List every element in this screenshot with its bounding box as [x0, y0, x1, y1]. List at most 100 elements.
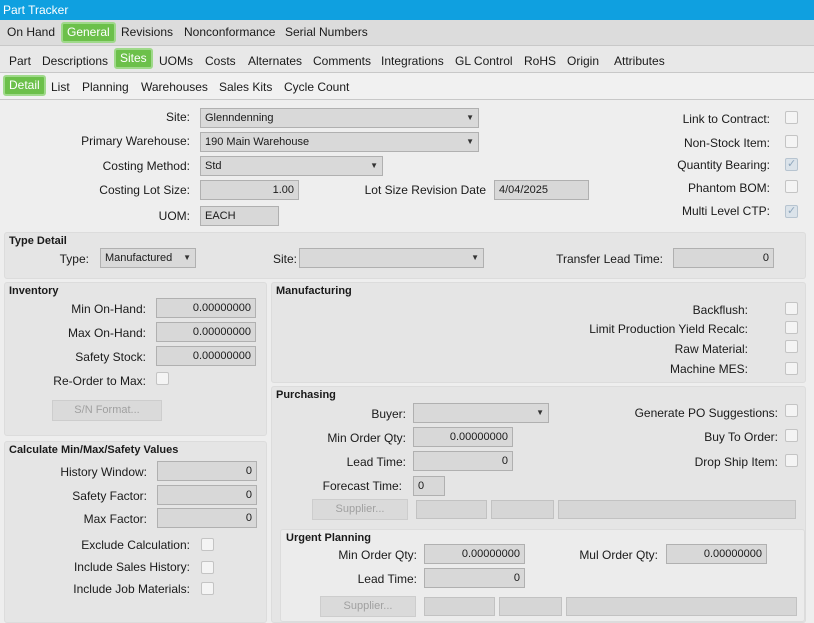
costing-lot-size-input[interactable]: 1.00 [200, 180, 299, 200]
include-sales-history-checkbox[interactable] [201, 561, 214, 574]
tab-serial-numbers[interactable]: Serial Numbers [285, 25, 368, 39]
backflush-label: Backflush: [692, 303, 748, 317]
generate-po-suggestions-label: Generate PO Suggestions: [634, 406, 778, 420]
urgent-supplier-cell-id [424, 597, 495, 616]
non-stock-item-checkbox[interactable] [785, 135, 798, 148]
re-order-to-max-checkbox[interactable] [156, 372, 169, 385]
tab-row-secondary: Part Descriptions Sites UOMs Costs Alter… [0, 46, 814, 73]
multi-level-ctp-label: Multi Level CTP: [681, 204, 770, 218]
type-dropdown[interactable]: Manufactured ▼ [100, 248, 196, 268]
tab-list[interactable]: List [51, 80, 70, 94]
link-to-contract-checkbox[interactable] [785, 111, 798, 124]
site-value: Glenndenning [205, 112, 274, 124]
tab-sales-kits[interactable]: Sales Kits [219, 80, 273, 94]
raw-material-checkbox[interactable] [785, 340, 798, 353]
tab-costs[interactable]: Costs [205, 54, 236, 68]
urgent-lead-time-label: Lead Time: [357, 572, 417, 586]
machine-mes-label: Machine MES: [669, 362, 748, 376]
exclude-calculation-checkbox[interactable] [201, 538, 214, 551]
drop-ship-item-label: Drop Ship Item: [694, 455, 778, 469]
tab-origin[interactable]: Origin [567, 54, 600, 68]
tab-detail[interactable]: Detail [3, 75, 46, 96]
tab-revisions[interactable]: Revisions [121, 25, 174, 39]
min-order-qty-input[interactable]: 0.00000000 [413, 427, 513, 447]
tab-cycle-count[interactable]: Cycle Count [284, 80, 350, 94]
tab-attributes[interactable]: Attributes [614, 54, 665, 68]
urgent-min-order-qty-input[interactable]: 0.00000000 [424, 544, 525, 564]
purchasing-title: Purchasing [276, 389, 336, 401]
tab-general[interactable]: General [61, 22, 116, 43]
backflush-checkbox[interactable] [785, 302, 798, 315]
tab-descriptions[interactable]: Descriptions [42, 54, 109, 68]
costing-method-label: Costing Method: [102, 159, 190, 173]
chevron-down-icon: ▼ [466, 113, 474, 122]
tab-planning[interactable]: Planning [82, 80, 129, 94]
machine-mes-checkbox[interactable] [785, 362, 798, 375]
history-window-input[interactable]: 0 [157, 461, 257, 481]
chevron-down-icon: ▼ [183, 253, 191, 262]
urgent-supplier-cell-description [566, 597, 797, 616]
multi-level-ctp-checkbox[interactable] [785, 204, 798, 218]
site-dropdown[interactable]: Glenndenning ▼ [200, 108, 479, 128]
uom-input[interactable]: EACH [200, 206, 279, 226]
buy-to-order-checkbox[interactable] [785, 429, 798, 442]
tab-uoms[interactable]: UOMs [159, 54, 193, 68]
tab-sites[interactable]: Sites [114, 48, 153, 69]
sn-format-button[interactable]: S/N Format... [52, 400, 162, 421]
exclude-calculation-label: Exclude Calculation: [81, 538, 190, 552]
drop-ship-item-checkbox[interactable] [785, 454, 798, 467]
quantity-bearing-label: Quantity Bearing: [677, 158, 770, 172]
min-on-hand-label: Min On-Hand: [71, 302, 146, 316]
supplier-button[interactable]: Supplier... [312, 499, 408, 520]
tab-on-hand[interactable]: On Hand [7, 25, 56, 39]
mul-order-qty-input[interactable]: 0.00000000 [666, 544, 767, 564]
chevron-down-icon: ▼ [370, 161, 378, 170]
tab-comments[interactable]: Comments [313, 54, 372, 68]
lead-time-input[interactable]: 0 [413, 451, 513, 471]
generate-po-suggestions-checkbox[interactable] [785, 404, 798, 417]
supplier-cell-description [558, 500, 796, 519]
max-on-hand-label: Max On-Hand: [67, 326, 146, 340]
lot-size-revision-date-input[interactable]: 4/04/2025 [494, 180, 589, 200]
transfer-lead-time-label: Transfer Lead Time: [556, 252, 663, 266]
urgent-lead-time-input[interactable]: 0 [424, 568, 525, 588]
include-job-materials-label: Include Job Materials: [73, 582, 190, 596]
tab-integrations[interactable]: Integrations [381, 54, 444, 68]
forecast-time-label: Forecast Time: [322, 479, 402, 493]
type-detail-panel: Type Detail Type: Manufactured ▼ Site: ▼… [4, 232, 806, 279]
tab-rohs[interactable]: RoHS [524, 54, 557, 68]
include-sales-history-label: Include Sales History: [73, 560, 190, 574]
buyer-dropdown[interactable]: ▼ [413, 403, 549, 423]
tab-warehouses[interactable]: Warehouses [141, 80, 208, 94]
manufacturing-title: Manufacturing [276, 285, 352, 297]
transfer-lead-time-input[interactable]: 0 [673, 248, 774, 268]
include-job-materials-checkbox[interactable] [201, 582, 214, 595]
history-window-label: History Window: [60, 465, 147, 479]
urgent-supplier-button[interactable]: Supplier... [320, 596, 416, 617]
window-title: Part Tracker [0, 0, 814, 20]
link-to-contract-label: Link to Contract: [682, 112, 770, 126]
safety-stock-input[interactable]: 0.00000000 [156, 346, 256, 366]
safety-factor-input[interactable]: 0 [157, 485, 257, 505]
tab-part[interactable]: Part [9, 54, 32, 68]
max-factor-input[interactable]: 0 [157, 508, 257, 528]
min-order-qty-label: Min Order Qty: [327, 431, 406, 445]
phantom-bom-label: Phantom BOM: [687, 181, 770, 195]
max-on-hand-input[interactable]: 0.00000000 [156, 322, 256, 342]
urgent-planning-title: Urgent Planning [286, 532, 371, 544]
forecast-time-input[interactable]: 0 [413, 476, 445, 496]
type-detail-title: Type Detail [9, 235, 67, 247]
type-site-dropdown[interactable]: ▼ [299, 248, 484, 268]
max-factor-label: Max Factor: [83, 512, 147, 526]
phantom-bom-checkbox[interactable] [785, 180, 798, 193]
primary-warehouse-dropdown[interactable]: 190 Main Warehouse ▼ [200, 132, 479, 152]
tab-alternates[interactable]: Alternates [248, 54, 303, 68]
min-on-hand-input[interactable]: 0.00000000 [156, 298, 256, 318]
costing-method-dropdown[interactable]: Std ▼ [200, 156, 383, 176]
limit-production-yield-recalc-checkbox[interactable] [785, 321, 798, 334]
tab-nonconformance[interactable]: Nonconformance [184, 25, 276, 39]
costing-lot-size-label: Costing Lot Size: [99, 183, 190, 197]
tab-gl-control[interactable]: GL Control [455, 54, 513, 68]
quantity-bearing-checkbox[interactable] [785, 157, 798, 171]
supplier-cell-name [491, 500, 554, 519]
